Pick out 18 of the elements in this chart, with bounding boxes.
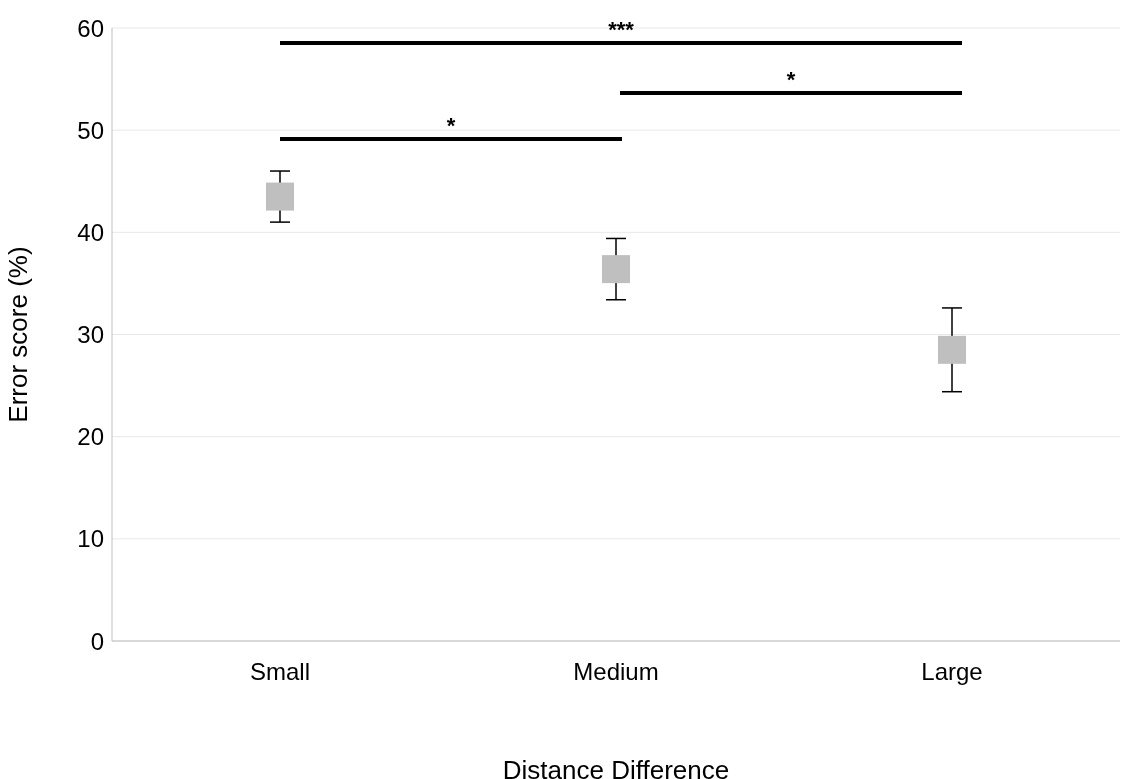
- annotation: *: [446, 113, 456, 138]
- x-axis-title: Distance Difference: [502, 755, 730, 779]
- y-tick-label: 20: [77, 423, 104, 451]
- annotation: ***: [608, 17, 635, 42]
- point: [938, 335, 966, 364]
- x-tick-label: Large: [921, 658, 983, 686]
- y-tick-label: 40: [77, 218, 104, 246]
- y-tick-label: 10: [77, 525, 104, 553]
- point: [266, 182, 294, 211]
- y-tick-label: 30: [77, 321, 104, 349]
- x-tick-label: Medium: [573, 658, 659, 686]
- annotation: *: [786, 67, 796, 92]
- y-axis-title: Error score (%): [3, 246, 34, 423]
- y-tick-label: 60: [77, 14, 104, 42]
- point: [602, 255, 630, 284]
- y-tick-label: 0: [90, 627, 104, 655]
- y-tick-label: 50: [77, 116, 104, 144]
- x-tick-label: Small: [249, 658, 311, 686]
